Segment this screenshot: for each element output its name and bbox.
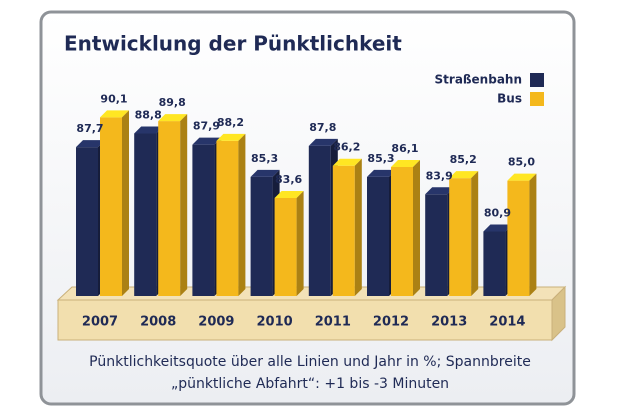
bar-front: [391, 166, 413, 296]
bar: [134, 126, 164, 296]
bar-front: [250, 176, 273, 296]
bar: [158, 114, 188, 296]
bar-top: [100, 110, 129, 118]
bar-front: [158, 121, 181, 296]
data-label: 85,3: [367, 152, 394, 165]
bar-front: [134, 133, 157, 296]
bar-front: [332, 165, 355, 296]
data-label: 85,2: [450, 153, 477, 166]
bar-side: [413, 159, 420, 296]
bar-top: [134, 126, 164, 134]
data-label: 83,9: [426, 169, 453, 182]
data-label: 87,7: [76, 122, 103, 135]
legend-swatch: [530, 73, 544, 87]
bar-top: [449, 171, 479, 179]
bar-side: [471, 171, 479, 296]
bar-front: [425, 194, 448, 296]
bar-top: [76, 140, 105, 148]
data-label: 87,9: [193, 120, 220, 133]
bar-side: [180, 114, 188, 296]
bar-top: [250, 169, 280, 177]
data-label: 80,9: [484, 206, 511, 219]
data-label: 83,6: [275, 173, 302, 186]
x-tick-label: 2014: [489, 315, 525, 330]
bar-top: [192, 137, 222, 145]
caption: Pünktlichkeitsquote über alle Linien und…: [89, 354, 531, 370]
legend-label: Bus: [497, 92, 522, 106]
bar-top: [367, 169, 396, 177]
legend-label: Straßenbahn: [435, 73, 522, 87]
bar-top: [158, 114, 188, 122]
x-tick-label: 2013: [431, 315, 467, 330]
bar-front: [192, 144, 215, 296]
bar-front: [100, 117, 122, 296]
bar-top: [483, 224, 513, 232]
bar-top: [274, 191, 304, 198]
bar-front: [367, 176, 389, 296]
caption: „pünktliche Abfahrt“: +1 bis -3 Minuten: [171, 376, 449, 392]
data-label: 88,8: [135, 108, 162, 121]
bar: [274, 191, 304, 296]
bar: [332, 158, 362, 296]
x-tick-label: 2008: [140, 315, 176, 330]
data-label: 85,0: [508, 156, 535, 169]
bar-side: [122, 110, 129, 296]
bar-front: [483, 231, 506, 296]
x-tick-label: 2011: [315, 315, 351, 330]
bar: [216, 133, 246, 296]
x-tick-label: 2009: [198, 315, 234, 330]
chart-title: Entwicklung der Pünktlichkeit: [64, 32, 402, 56]
platform-front: [57, 299, 553, 341]
bar-top: [332, 158, 362, 166]
bar-front: [76, 147, 98, 296]
data-label: 89,8: [159, 96, 186, 109]
data-label: 90,1: [100, 92, 127, 105]
bar-front: [308, 145, 331, 296]
bar-top: [425, 187, 455, 195]
x-tick-label: 2010: [257, 315, 293, 330]
bar-side: [296, 191, 304, 296]
bar-front: [449, 178, 472, 296]
bar-front: [216, 140, 239, 296]
bar: [449, 171, 479, 296]
bar-top: [308, 138, 338, 146]
x-tick-label: 2012: [373, 315, 409, 330]
bar-top: [216, 133, 246, 141]
bar: [507, 173, 537, 296]
bar-side: [354, 158, 362, 296]
platform-side: [551, 285, 566, 342]
x-tick-label: 2007: [82, 315, 118, 330]
legend-swatch: [530, 92, 544, 106]
bar-side: [238, 133, 246, 296]
data-label: 86,1: [391, 142, 418, 155]
data-label: 86,2: [333, 141, 360, 154]
bar: [391, 159, 420, 296]
data-label: 85,3: [251, 152, 278, 165]
bar-top: [391, 159, 420, 167]
bar: [100, 110, 129, 296]
bar-front: [507, 180, 530, 296]
bar-front: [274, 198, 297, 296]
data-label: 87,8: [309, 121, 336, 134]
data-label: 88,2: [217, 116, 244, 129]
bar-top: [507, 173, 537, 181]
bar-side: [529, 173, 537, 296]
